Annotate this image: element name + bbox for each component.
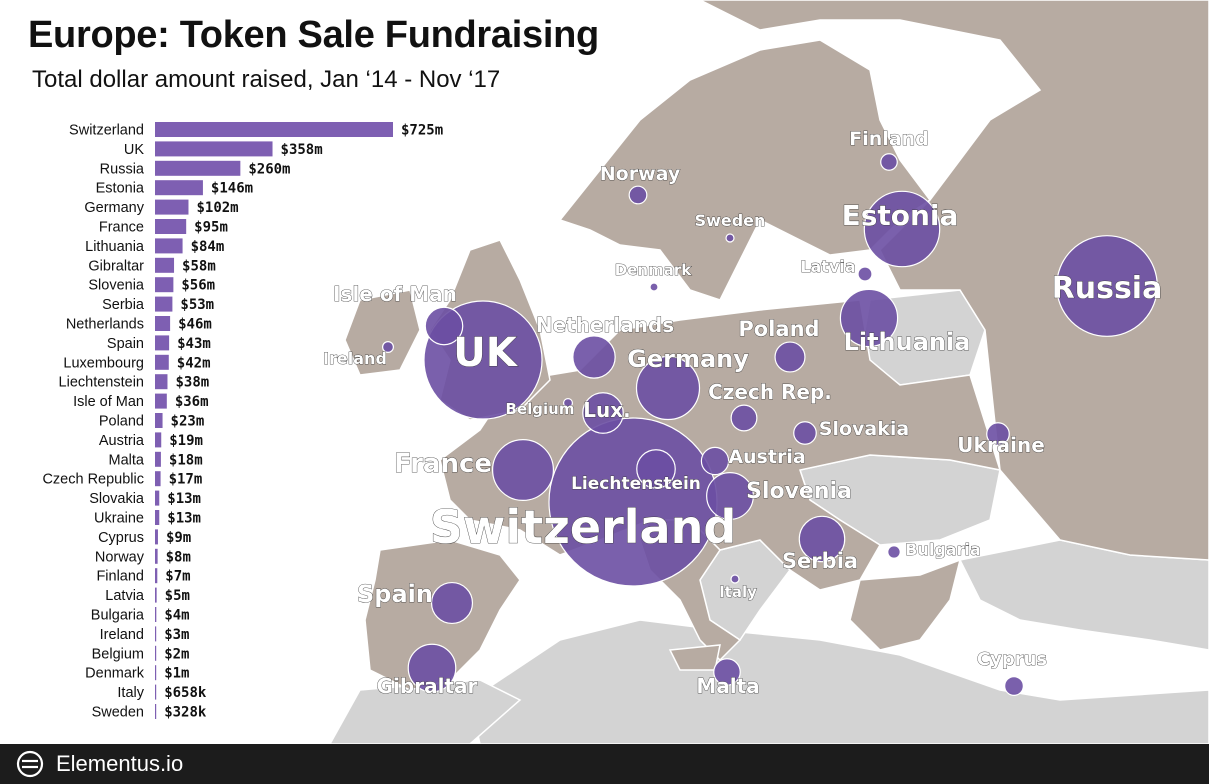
map-label-denmark: Denmark bbox=[615, 261, 692, 279]
elementus-logo-icon bbox=[16, 750, 44, 778]
footer-bar: Elementus.io bbox=[0, 744, 1209, 784]
brand-name: Elementus.io bbox=[56, 751, 184, 776]
map-label-isle-of-man: Isle of Man bbox=[333, 282, 457, 306]
map-label-serbia: Serbia bbox=[782, 549, 858, 573]
map-label-poland: Poland bbox=[738, 317, 819, 341]
bubble-norway bbox=[628, 185, 648, 205]
bubble-gibraltar bbox=[407, 643, 457, 693]
bubble-malta bbox=[713, 658, 741, 686]
bubble-cyprus bbox=[1004, 676, 1024, 696]
bubble-serbia bbox=[798, 515, 846, 563]
bubble-latvia bbox=[857, 266, 873, 282]
bubble-spain bbox=[430, 581, 474, 625]
bubble-isle-of-man bbox=[424, 306, 464, 346]
map-label-netherlands: Netherlands bbox=[536, 313, 674, 337]
bubble-poland bbox=[774, 341, 806, 373]
chart-subtitle: Total dollar amount raised, Jan ‘14 - No… bbox=[32, 66, 501, 93]
map-label-ukraine: Ukraine bbox=[957, 433, 1045, 457]
map-label-sweden: Sweden bbox=[695, 211, 766, 230]
map-label-cyprus: Cyprus bbox=[977, 649, 1047, 670]
bubble-finland bbox=[880, 153, 898, 171]
bubble-belgium bbox=[562, 397, 574, 409]
bubble-slovakia bbox=[793, 421, 817, 445]
map-label-slovenia: Slovenia bbox=[746, 479, 852, 504]
bubble-germany bbox=[635, 355, 701, 421]
bubble-ukraine bbox=[986, 422, 1010, 446]
map-label-norway: Norway bbox=[600, 163, 681, 185]
map-label-czech-rep: Czech Rep. bbox=[708, 380, 832, 404]
map-label-liechtenstein: Liechtenstein bbox=[571, 474, 701, 494]
bubble-lithuania bbox=[839, 288, 899, 348]
sicily-shape bbox=[668, 644, 721, 671]
bubble-slovenia bbox=[706, 472, 754, 520]
map-label-belgium: Belgium bbox=[506, 400, 575, 418]
map-label-latvia: Latvia bbox=[800, 257, 855, 276]
map-label-gibraltar: Gibraltar bbox=[377, 674, 478, 698]
map-label-layer: Switzerland UK Russia Estonia Germany France L… bbox=[323, 128, 1163, 699]
bubble-ireland bbox=[381, 340, 395, 354]
map-label-germany: Germany bbox=[627, 345, 749, 373]
bubble-netherlands bbox=[572, 335, 616, 379]
bubble-liechtenstein bbox=[636, 449, 676, 489]
bubble-denmark bbox=[649, 282, 659, 292]
map-label-spain: Spain bbox=[357, 580, 433, 608]
greece-balkans-shape bbox=[849, 558, 962, 651]
map-label-russia: Russia bbox=[1052, 271, 1163, 306]
bubble-sweden bbox=[725, 233, 735, 243]
bubble-austria bbox=[700, 446, 730, 476]
bubble-italy bbox=[730, 574, 740, 584]
map-label-ireland: Ireland bbox=[323, 349, 387, 368]
map-label-italy: Italy bbox=[719, 583, 757, 601]
ireland-shape bbox=[344, 289, 421, 376]
bubble-lux bbox=[582, 392, 624, 434]
bubble-czech-rep bbox=[730, 404, 758, 432]
bubble-france bbox=[491, 438, 555, 502]
map-label-finland: Finland bbox=[849, 128, 928, 150]
bubble-layer bbox=[381, 153, 1158, 696]
bubble-estonia bbox=[863, 190, 941, 268]
map-label-uk: UK bbox=[453, 330, 518, 376]
map-label-lithuania: Lithuania bbox=[844, 328, 971, 356]
map-label-lux: Lux. bbox=[583, 398, 630, 422]
map-label-slovakia: Slovakia bbox=[819, 418, 909, 440]
map-label-bulgaria: Bulgaria bbox=[905, 540, 981, 559]
chart-title: Europe: Token Sale Fundraising bbox=[28, 14, 599, 56]
map-label-estonia: Estonia bbox=[842, 199, 959, 232]
map-label-malta: Malta bbox=[696, 674, 759, 698]
map-label-austria: Austria bbox=[728, 446, 805, 468]
europe-map: Switzerland UK Russia Estonia Germany France L… bbox=[322, 0, 1209, 744]
bubble-bulgaria bbox=[887, 545, 901, 559]
map-label-switzerland: Switzerland bbox=[430, 500, 737, 554]
map-label-france: France bbox=[394, 449, 492, 479]
bubble-russia bbox=[1056, 235, 1158, 337]
